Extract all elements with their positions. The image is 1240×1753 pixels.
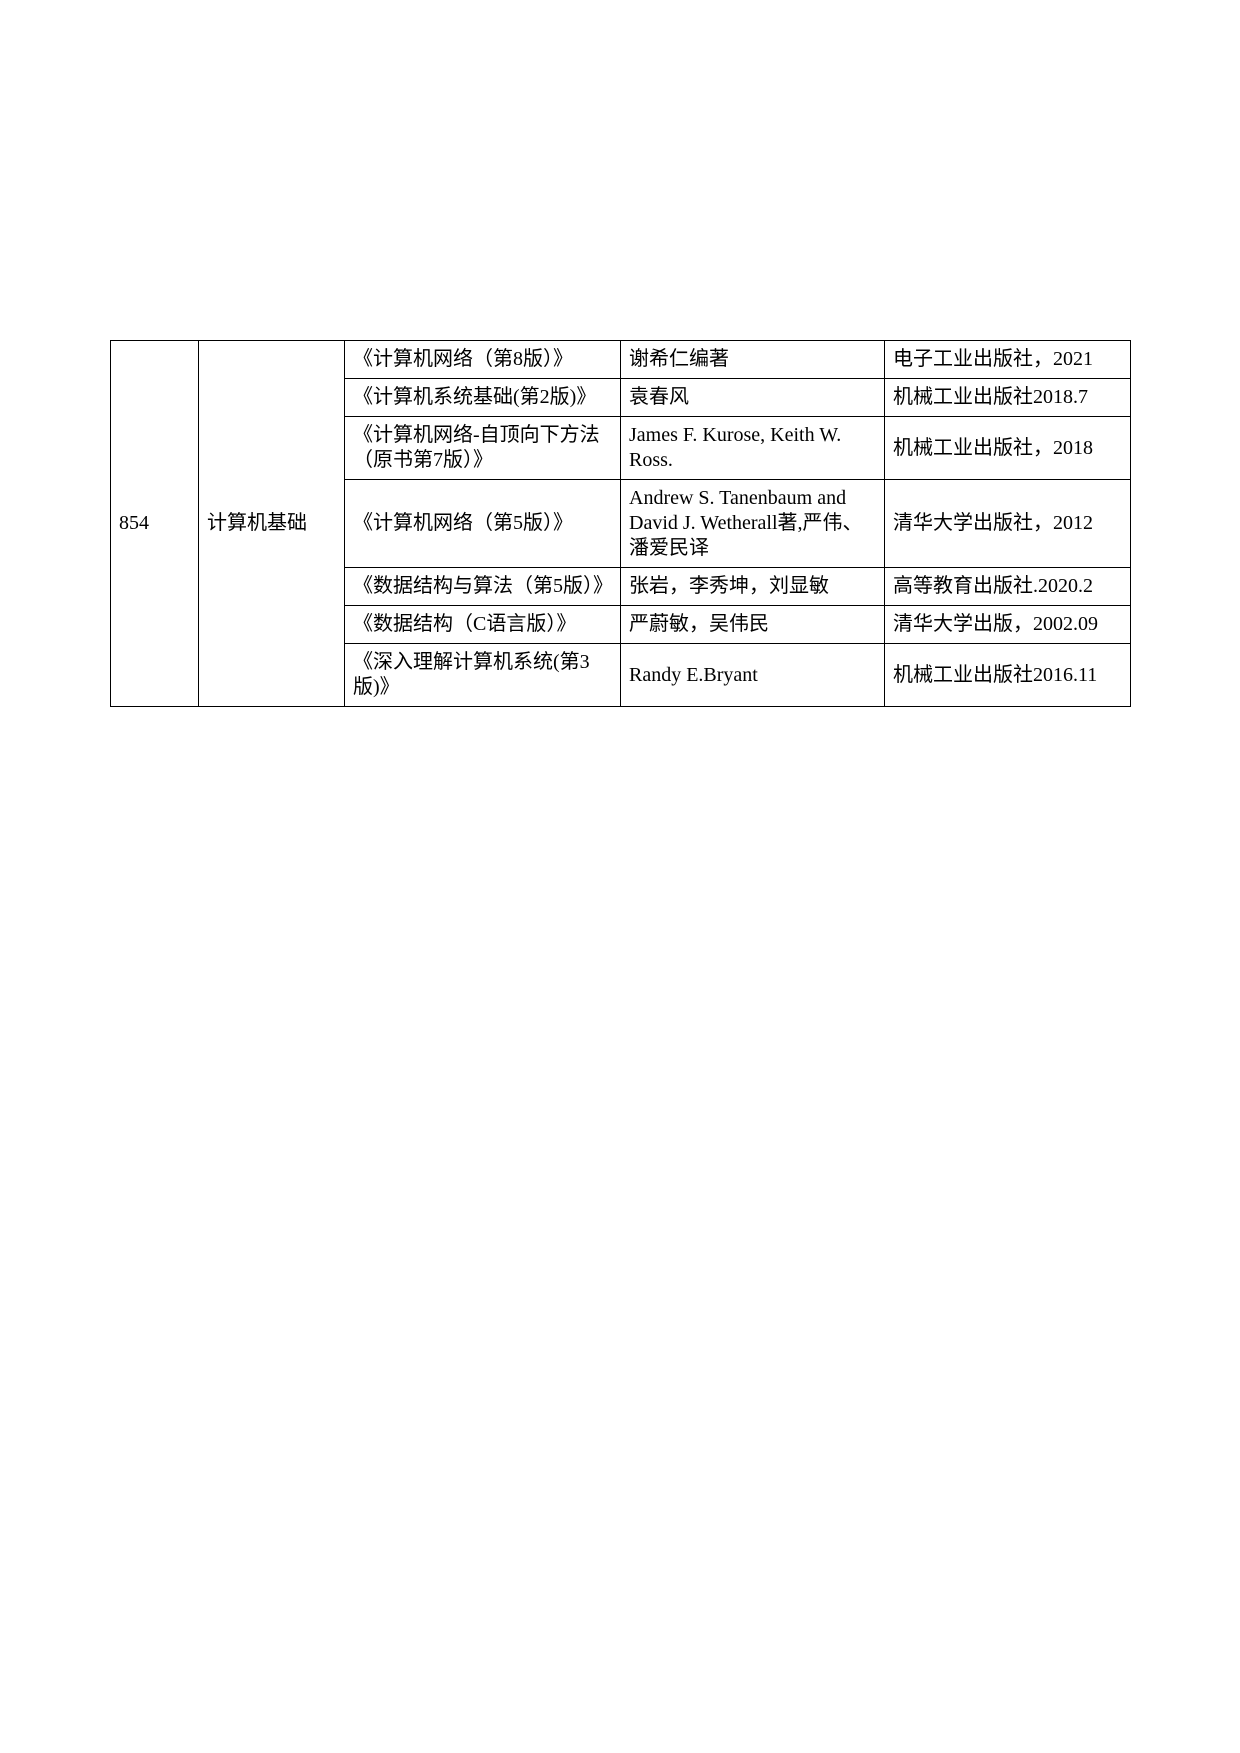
- book-cell: 《计算机网络（第8版）》: [345, 341, 621, 379]
- book-cell: 《数据结构与算法（第5版）》: [345, 568, 621, 606]
- author-cell: Randy E.Bryant: [621, 644, 885, 707]
- reference-table: 854 计算机基础 《计算机网络（第8版）》 谢希仁编著 电子工业出版社，202…: [110, 340, 1131, 707]
- author-cell: 袁春风: [621, 379, 885, 417]
- publisher-cell: 机械工业出版社2016.11: [885, 644, 1131, 707]
- author-cell: 严蔚敏，吴伟民: [621, 606, 885, 644]
- book-cell: 《计算机网络（第5版）》: [345, 480, 621, 568]
- book-cell: 《深入理解计算机系统(第3版)》: [345, 644, 621, 707]
- author-cell: 张岩，李秀坤，刘显敏: [621, 568, 885, 606]
- course-code-cell: 854: [111, 341, 199, 707]
- publisher-cell: 清华大学出版社，2012: [885, 480, 1131, 568]
- publisher-cell: 清华大学出版，2002.09: [885, 606, 1131, 644]
- book-cell: 《计算机网络-自顶向下方法（原书第7版）》: [345, 417, 621, 480]
- publisher-cell: 机械工业出版社2018.7: [885, 379, 1131, 417]
- publisher-cell: 电子工业出版社，2021: [885, 341, 1131, 379]
- book-cell: 《数据结构（C语言版）》: [345, 606, 621, 644]
- subject-cell: 计算机基础: [199, 341, 345, 707]
- table-row: 854 计算机基础 《计算机网络（第8版）》 谢希仁编著 电子工业出版社，202…: [111, 341, 1131, 379]
- book-cell: 《计算机系统基础(第2版)》: [345, 379, 621, 417]
- author-cell: James F. Kurose, Keith W. Ross.: [621, 417, 885, 480]
- page: 854 计算机基础 《计算机网络（第8版）》 谢希仁编著 电子工业出版社，202…: [0, 0, 1240, 1753]
- author-cell: Andrew S. Tanenbaum and David J. Wethera…: [621, 480, 885, 568]
- author-cell: 谢希仁编著: [621, 341, 885, 379]
- publisher-cell: 机械工业出版社，2018: [885, 417, 1131, 480]
- publisher-cell: 高等教育出版社.2020.2: [885, 568, 1131, 606]
